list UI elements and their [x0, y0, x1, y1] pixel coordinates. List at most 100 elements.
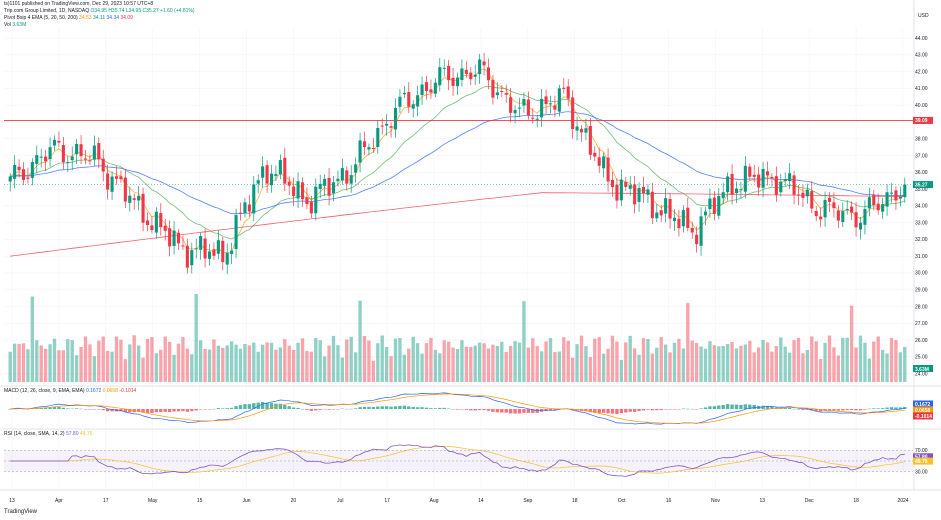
- candle: [163, 219, 167, 241]
- volume-bar: [362, 335, 367, 382]
- candle-body: [473, 74, 477, 77]
- candle: [159, 203, 163, 236]
- candle-body: [889, 192, 894, 194]
- tradingview-logo[interactable]: TradingView: [4, 509, 38, 515]
- candle-body: [805, 189, 809, 197]
- volume-bar: [894, 340, 898, 382]
- candle-body: [296, 181, 300, 199]
- price-tick-label: 29.00: [915, 288, 928, 294]
- volume-bar: [628, 335, 632, 382]
- candle-body: [486, 67, 491, 81]
- macd-histogram-bar: [894, 407, 898, 409]
- candle-body: [57, 140, 61, 143]
- candle-body: [168, 228, 172, 247]
- candle: [841, 202, 845, 227]
- candle-body: [13, 164, 17, 179]
- volume-bar: [48, 344, 52, 382]
- candle: [429, 79, 433, 99]
- candle-body: [761, 168, 765, 188]
- macd-histogram-bar: [43, 407, 48, 409]
- candle: [602, 152, 606, 178]
- macd-histogram-bar: [876, 408, 880, 409]
- candle: [712, 191, 716, 221]
- macd-histogram-bar: [615, 409, 619, 415]
- macd-histogram-bar: [424, 407, 429, 409]
- volume-bar: [43, 348, 48, 382]
- price-tick-label: 27.00: [915, 321, 928, 327]
- volume-bar: [446, 341, 451, 382]
- macd-histogram-bar: [296, 407, 300, 409]
- price-tick-label: 34.00: [915, 204, 928, 210]
- candle: [106, 164, 110, 200]
- candle-body: [602, 156, 606, 169]
- volume-bar: [442, 340, 446, 382]
- rsi-tick-label: 30.00: [915, 470, 928, 476]
- candle-body: [779, 181, 783, 193]
- candle: [234, 208, 238, 259]
- volume-bar: [703, 348, 708, 382]
- candle-body: [765, 171, 770, 176]
- candle-body: [540, 98, 544, 118]
- candle: [779, 173, 783, 197]
- candle: [898, 186, 902, 207]
- candle-body: [832, 202, 836, 209]
- symbol-name: Trip.com Group Limited, 1D, NASDAQ: [4, 8, 90, 14]
- volume-legend[interactable]: Vol 3.63M: [4, 22, 26, 29]
- candle: [748, 163, 752, 181]
- macd-legend[interactable]: MACD (12, 26, close, 9, EMA, EMA) 0.1672…: [4, 388, 136, 395]
- candle-body: [810, 191, 814, 209]
- candle: [305, 187, 309, 210]
- volume-bar: [805, 349, 810, 382]
- volume-bar: [225, 345, 229, 382]
- ema-legend[interactable]: Pivot Bsip 4 EMA (5, 20, 50, 200) 34.53 …: [4, 15, 133, 22]
- volume-bar: [650, 353, 655, 382]
- candle-body: [39, 156, 43, 158]
- candle-body: [283, 157, 287, 184]
- macd-histogram-bar: [66, 408, 70, 409]
- price-tick-label: 37.00: [915, 153, 928, 159]
- price-tick-label: 43.00: [915, 53, 928, 59]
- volume-bar: [309, 351, 314, 382]
- price-tick-label: 28.00: [915, 304, 928, 310]
- volume-bar: [787, 352, 792, 382]
- candle: [376, 120, 380, 154]
- macd-histogram-bar: [380, 406, 384, 409]
- candle-body: [389, 126, 393, 128]
- candle-body: [300, 182, 305, 200]
- volume-bar: [646, 339, 650, 382]
- rsi-legend[interactable]: RSI (14, close, SMA, 14, 2) 57.80 49.75: [4, 431, 92, 438]
- candle-body: [575, 126, 579, 131]
- candle: [424, 75, 429, 100]
- volume-bar: [872, 341, 876, 382]
- candle-body: [748, 166, 752, 177]
- macd-tick-label: -0.1014: [915, 414, 932, 420]
- volume-bar: [234, 344, 238, 382]
- candle: [137, 185, 141, 211]
- macd-histogram-bar: [291, 407, 296, 409]
- candle: [597, 147, 601, 173]
- macd-histogram-bar: [584, 409, 588, 412]
- candle: [473, 64, 477, 85]
- candle: [876, 193, 880, 215]
- candle-body: [734, 188, 739, 194]
- macd-histogram-bar: [247, 404, 252, 409]
- volume-bar: [216, 345, 221, 382]
- candle-body: [646, 189, 650, 195]
- volume-bar: [105, 350, 110, 382]
- candle: [752, 165, 756, 183]
- volume-bar: [247, 345, 252, 382]
- macd-histogram-bar: [513, 409, 517, 414]
- volume-bar: [229, 341, 234, 382]
- candle: [300, 177, 305, 207]
- volume-bar: [619, 359, 624, 382]
- volume-bar: [699, 346, 703, 382]
- macd-histogram-bar: [327, 409, 331, 410]
- candle-body: [230, 250, 234, 255]
- candle: [13, 155, 17, 189]
- volume-bar: [424, 343, 429, 382]
- candle: [526, 91, 530, 120]
- macd-histogram-bar: [420, 407, 424, 409]
- candle: [283, 147, 287, 192]
- currency-label[interactable]: USD: [918, 13, 929, 19]
- volume-bar: [181, 337, 185, 382]
